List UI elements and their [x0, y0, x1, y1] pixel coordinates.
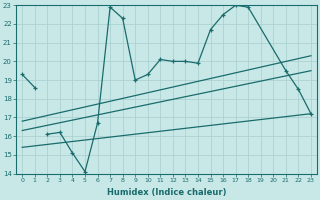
X-axis label: Humidex (Indice chaleur): Humidex (Indice chaleur)	[107, 188, 226, 197]
